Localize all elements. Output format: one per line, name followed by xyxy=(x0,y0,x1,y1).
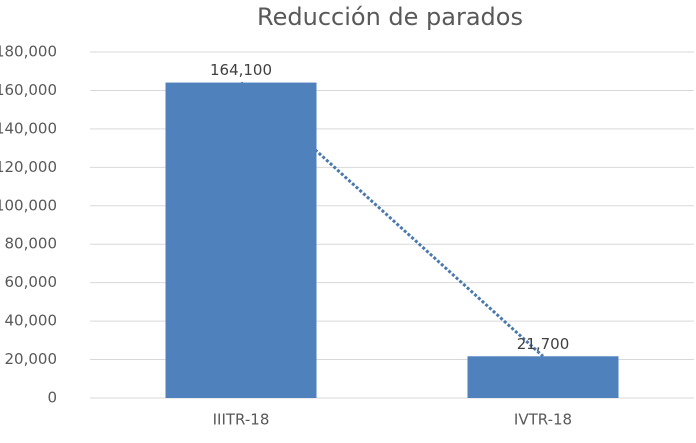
value-label: 164,100 xyxy=(210,61,272,79)
value-label: 21,700 xyxy=(517,335,570,353)
bar xyxy=(165,82,317,399)
chart-title: Reducción de parados xyxy=(257,3,523,31)
x-tick-label: IVTR-18 xyxy=(514,411,572,429)
y-tick-label: 40,000 xyxy=(5,312,58,330)
y-tick-label: 80,000 xyxy=(5,235,58,253)
y-tick-label: 100,000 xyxy=(0,196,57,214)
y-tick-label: 120,000 xyxy=(0,158,57,176)
bar xyxy=(467,356,619,398)
y-tick-label: 140,000 xyxy=(0,119,57,137)
y-tick-label: 0 xyxy=(47,389,57,407)
y-tick-label: 160,000 xyxy=(0,81,57,99)
y-tick-label: 20,000 xyxy=(5,350,58,368)
y-tick-label: 180,000 xyxy=(0,43,57,61)
x-tick-label: IIITR-18 xyxy=(213,411,270,429)
y-tick-label: 60,000 xyxy=(5,273,58,291)
